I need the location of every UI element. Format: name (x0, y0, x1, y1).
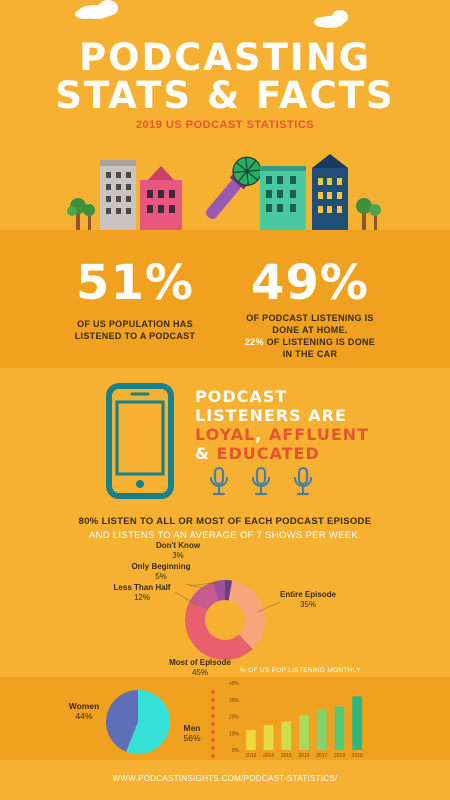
donut-label-less-than-half: Less Than Half 12% (104, 583, 180, 603)
donut-leader-line (257, 601, 281, 613)
donut-label-dont-know: Don't Know 3% (148, 541, 208, 561)
bar-xtick-label: 2018 (334, 753, 345, 759)
donut-label-entire-episode: Entire Episode 35% (270, 590, 346, 610)
donut-label-dont-know-value: 3% (172, 551, 184, 560)
microphone-icon-1 (209, 466, 229, 496)
gender-pie-chart (106, 690, 170, 754)
donut-leader-line (189, 581, 219, 587)
bar-2016 (299, 714, 309, 750)
pie-label-men: Men 56% (170, 723, 214, 743)
episode-text-part2: OF EACH PODCAST EPISODE (224, 516, 372, 527)
bar-2014 (263, 724, 274, 750)
bar-2018 (334, 706, 345, 750)
donut-label-most-of-episode: Most of Episode 45% (160, 658, 240, 678)
listeners-heading: PODCAST LISTENERS ARE LOYAL, AFFLUENT & … (195, 387, 435, 463)
stats-band (0, 230, 450, 368)
stat-49-caption-line4: IN THE CAR (282, 349, 338, 359)
donut-label-less-than-half-name: Less Than Half (113, 583, 171, 592)
bar-chart-title: % OF US POP LISTENING MONTHLY (240, 667, 361, 674)
episode-text-line2: AND LISTENS TO AN AVERAGE OF 7 SHOWS PER… (89, 530, 361, 541)
bar-2019 (352, 696, 363, 750)
bar-2017 (316, 709, 327, 750)
page-title-line2: STATS & FACTS (55, 74, 395, 117)
stat-22-highlight: 22% (244, 337, 264, 347)
bar-ytick-label: 30% (229, 698, 240, 704)
donut-label-entire-episode-value: 35% (299, 600, 316, 609)
pie-label-women-name: Women (68, 701, 100, 711)
stat-51-value: 51% (76, 255, 194, 311)
bar-ytick-label: 10% (229, 731, 240, 737)
donut-leader-line (185, 583, 211, 591)
donut-slice-don-t-know (224, 580, 233, 601)
bar-2013 (245, 729, 256, 750)
bottom-band (0, 677, 450, 760)
donut-label-only-beginning: Only Beginning 5% (128, 562, 194, 582)
pie-label-men-value: 56% (183, 733, 201, 743)
bar-xtick-label: 2019 (352, 753, 363, 759)
loyal-label: LOYAL (195, 425, 256, 444)
stat-51-caption-line2: LISTENED TO A PODCAST (74, 331, 196, 341)
episode-text-part1: 80% LISTEN TO (78, 516, 157, 527)
donut-label-most-of-episode-name: Most of Episode (169, 658, 231, 667)
bar-ytick-label: 20% (229, 715, 240, 721)
affluent-label: AFFLUENT (268, 425, 370, 444)
page-title-line1: PODCASTING (78, 36, 372, 79)
stat-49-caption-line1: OF PODCAST LISTENING IS (246, 313, 374, 323)
donut-slice-entire-episode (228, 580, 265, 649)
stat-49-caption-line3: OF LISTENING IS DONE (263, 337, 376, 347)
donut-label-entire-episode-name: Entire Episode (279, 590, 336, 599)
microphones-icon (209, 466, 313, 496)
donut-label-dont-know-name: Don't Know (155, 541, 201, 550)
episode-text-bold: ALL OR MOST (156, 516, 225, 527)
bar-ytick-label: 0% (232, 748, 240, 754)
stat-51-caption-line1: OF US POPULATION HAS (77, 319, 193, 329)
comma-label: , (255, 425, 263, 444)
page-subtitle: 2019 US PODCAST STATISTICS (135, 119, 315, 131)
clouds-decoration (75, 0, 348, 28)
pie-slice-women (106, 690, 138, 752)
city-skyline-illustration (67, 154, 381, 230)
stat-49-caption: OF PODCAST LISTENING IS DONE AT HOME. 22… (230, 312, 390, 360)
pie-label-men-name: Men (183, 723, 201, 733)
donut-leader-line (174, 591, 199, 607)
listeners-line2: LISTENERS ARE (195, 406, 347, 425)
pie-slice-men (126, 690, 170, 754)
donut-slice-only-beginning (212, 580, 225, 602)
bar-xtick-label: 2017 (316, 753, 327, 759)
donut-label-only-beginning-value: 5% (155, 572, 167, 581)
listeners-line1: PODCAST (195, 387, 288, 406)
phone-icon (106, 383, 174, 499)
episode-donut-chart (174, 580, 281, 662)
microphone-icon-3 (293, 466, 313, 496)
bar-xtick-label: 2013 (245, 753, 256, 759)
episode-text: 80% LISTEN TO ALL OR MOST OF EACH PODCAS… (0, 515, 450, 543)
pie-label-women: Women 44% (62, 701, 106, 721)
donut-slice-most-of-episode (184, 601, 253, 660)
bar-ytick-label: 40% (229, 681, 240, 687)
educated-label: EDUCATED (216, 444, 320, 463)
bar-2015 (281, 721, 292, 750)
listening-bar-chart: 0% 10% 20% 30% 40% 2013 2014 2015 2016 2017 2018 20… (229, 681, 366, 759)
donut-label-only-beginning-name: Only Beginning (131, 562, 191, 571)
amp-label: & (195, 444, 217, 463)
stat-49-value: 49% (251, 255, 369, 311)
stat-51-caption: OF US POPULATION HAS LISTENED TO A PODCA… (60, 318, 210, 342)
stat-49-caption-line2: DONE AT HOME. (272, 325, 348, 335)
pie-label-women-value: 44% (75, 711, 93, 721)
microphone-icon-2 (251, 466, 271, 496)
donut-label-most-of-episode-value: 45% (191, 668, 208, 677)
bar-xtick-label: 2015 (281, 753, 292, 759)
donut-label-less-than-half-value: 12% (133, 593, 150, 602)
source-url: WWW.PODCASTINSIGHTS.COM/PODCAST-STATISTI… (112, 774, 338, 783)
donut-slice-less-than-half (189, 582, 219, 611)
bar-xtick-label: 2014 (263, 753, 274, 759)
dots-decoration (211, 690, 215, 758)
bar-xtick-label: 2016 (298, 753, 309, 759)
